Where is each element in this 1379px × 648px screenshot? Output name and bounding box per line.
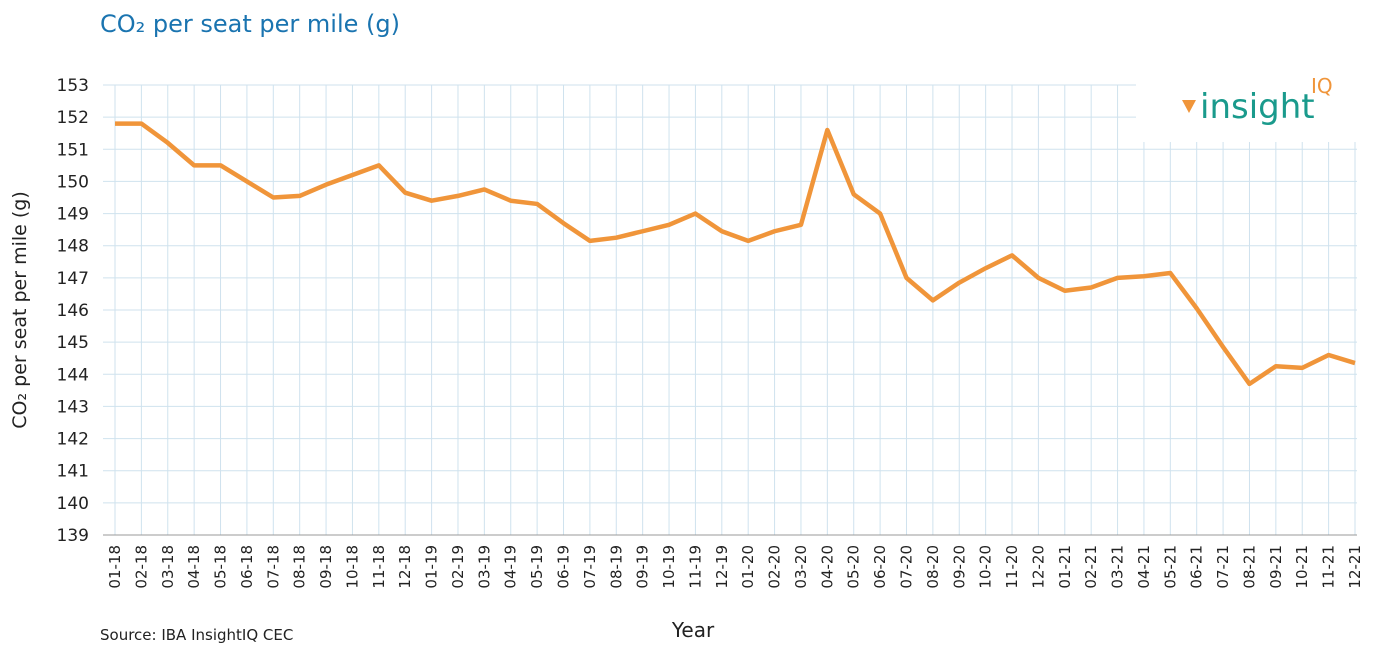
x-tick-label: 04-19 [502, 545, 520, 589]
x-tick-label: 02-18 [132, 545, 150, 589]
x-tick-label: 01-19 [423, 545, 441, 589]
x-tick-label: 07-20 [897, 545, 915, 589]
x-tick-label: 10-21 [1293, 545, 1311, 589]
x-tick-label: 06-21 [1188, 545, 1206, 589]
y-tick-label: 139 [57, 526, 89, 546]
x-tick-label: 09-18 [317, 545, 335, 589]
x-tick-label: 08-21 [1240, 545, 1258, 589]
x-tick-label: 02-19 [449, 545, 467, 589]
x-tick-label: 05-20 [845, 545, 863, 589]
x-tick-label: 12-20 [1029, 545, 1047, 589]
x-tick-label: 11-20 [1003, 545, 1021, 589]
y-axis-label: CO₂ per seat per mile (g) [9, 191, 31, 428]
x-tick-label: 08-20 [924, 545, 942, 589]
x-tick-label: 05-19 [528, 545, 546, 589]
logo-text: insight [1200, 87, 1315, 127]
y-tick-label: 149 [57, 205, 89, 225]
x-tick-label: 02-21 [1082, 545, 1100, 589]
logo-background [1136, 70, 1360, 142]
x-tick-label: 01-21 [1056, 545, 1074, 589]
y-tick-label: 145 [57, 333, 89, 353]
x-tick-label: 12-19 [713, 545, 731, 589]
x-tick-label: 10-19 [660, 545, 678, 589]
x-tick-label: 06-20 [871, 545, 889, 589]
x-tick-label: 09-20 [950, 545, 968, 589]
x-tick-label: 07-21 [1214, 545, 1232, 589]
chart-title: CO₂ per seat per mile (g) [100, 10, 400, 38]
x-tick-label: 01-20 [739, 545, 757, 589]
x-tick-label: 05-18 [212, 545, 230, 589]
x-tick-label: 06-19 [555, 545, 573, 589]
y-tick-label: 150 [57, 172, 89, 192]
x-tick-label: 03-21 [1109, 545, 1127, 589]
logo-icon [1182, 100, 1196, 113]
x-tick-label: 06-18 [238, 545, 256, 589]
x-tick-label: 03-19 [475, 545, 493, 589]
y-tick-label: 141 [57, 462, 89, 482]
x-tick-label: 03-18 [159, 545, 177, 589]
x-tick-label: 05-21 [1161, 545, 1179, 589]
x-tick-label: 12-21 [1346, 545, 1364, 589]
x-tick-label: 09-21 [1267, 545, 1285, 589]
x-tick-label: 07-19 [581, 545, 599, 589]
x-tick-label: 02-20 [766, 545, 784, 589]
x-tick-label: 03-20 [792, 545, 810, 589]
logo-superscript: IQ [1311, 74, 1333, 98]
x-axis-label: Year [671, 618, 715, 642]
x-tick-label: 08-18 [291, 545, 309, 589]
source-note: Source: IBA InsightIQ CEC [100, 626, 293, 644]
x-tick-label: 11-18 [370, 545, 388, 589]
x-tick-label: 11-21 [1320, 545, 1338, 589]
x-tick-label: 04-21 [1135, 545, 1153, 589]
y-tick-label: 152 [57, 108, 89, 128]
x-tick-label: 08-19 [607, 545, 625, 589]
y-tick-label: 143 [57, 397, 89, 417]
y-tick-label: 142 [57, 430, 89, 450]
x-tick-label: 04-18 [185, 545, 203, 589]
y-tick-label: 151 [57, 140, 89, 160]
y-tick-label: 146 [57, 301, 89, 321]
y-tick-label: 147 [57, 269, 89, 289]
y-tick-label: 140 [57, 494, 89, 514]
x-tick-label: 10-18 [343, 545, 361, 589]
x-tick-label: 01-18 [106, 545, 124, 589]
x-tick-label: 04-20 [818, 545, 836, 589]
grid [103, 84, 1357, 536]
data-line [115, 121, 1356, 387]
plot: 139 140 141 142 143 144 145 146 147 148 149 150 151 1… [57, 76, 1364, 589]
x-tick-label: 09-19 [634, 545, 652, 589]
x-tick-label: 07-18 [264, 545, 282, 589]
y-tick-label: 153 [57, 76, 89, 96]
y-tick-label: 148 [57, 237, 89, 257]
x-tick-label: 10-20 [977, 545, 995, 589]
x-tick-label: 12-18 [396, 545, 414, 589]
y-tick-label: 144 [57, 365, 89, 385]
x-tick-label: 11-19 [686, 545, 704, 589]
